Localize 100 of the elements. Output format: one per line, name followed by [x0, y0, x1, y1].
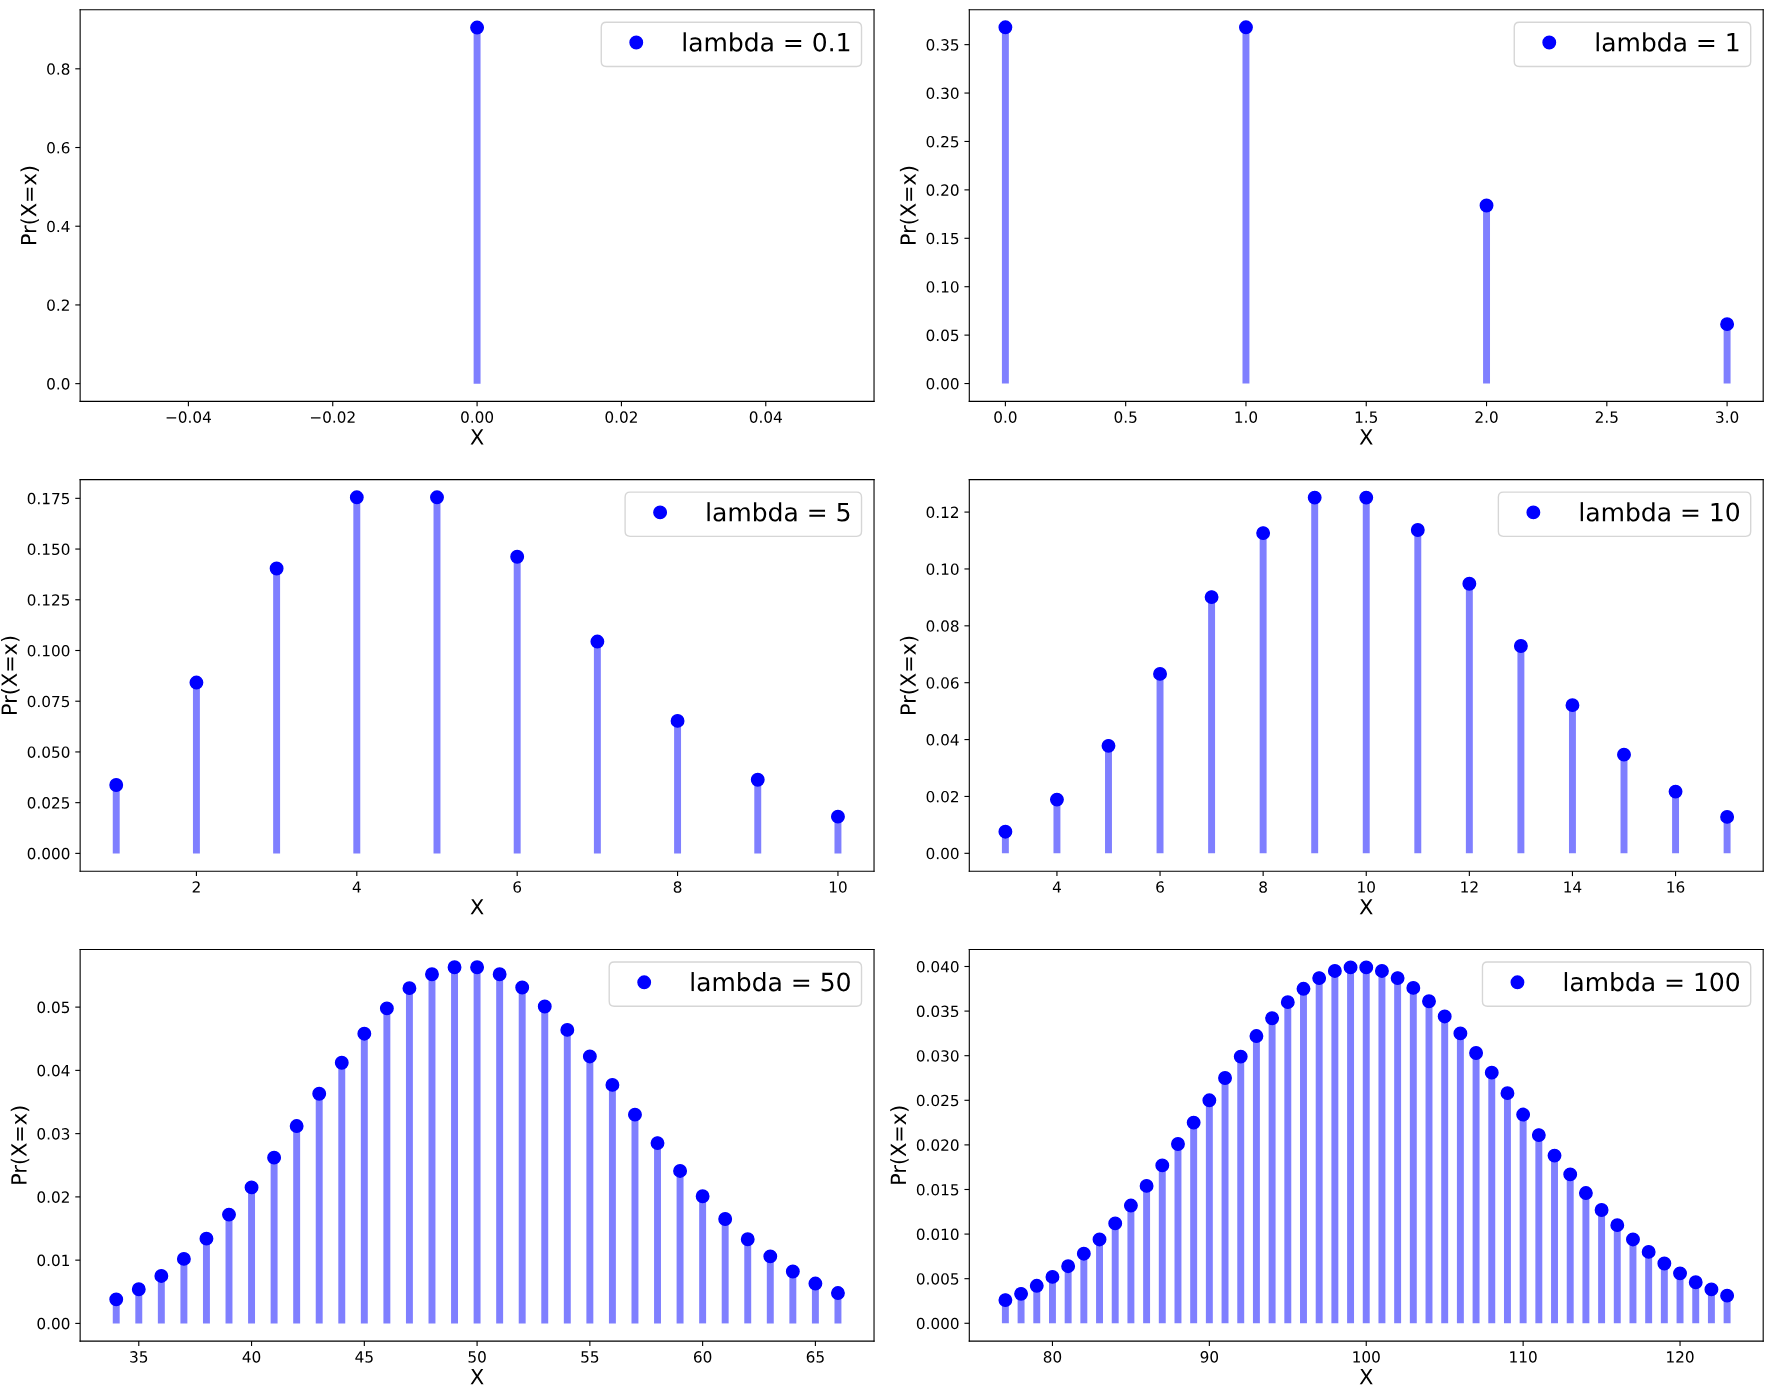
- point: [492, 967, 507, 982]
- point: [1406, 980, 1421, 995]
- y-tick-label: 0.6: [47, 141, 70, 154]
- point: [334, 1055, 349, 1070]
- y-tick-label: 0.040: [916, 960, 959, 973]
- legend-label: lambda = 10: [1580, 502, 1740, 522]
- point: [1657, 1256, 1672, 1271]
- point: [785, 1264, 800, 1279]
- x-tick-label: 80: [1043, 1351, 1062, 1363]
- y-tick-label: 0.05: [37, 1001, 70, 1014]
- x-axis-title: X: [1359, 1369, 1373, 1385]
- point: [1641, 1244, 1656, 1259]
- y-axis-title: Pr(X=x): [20, 166, 39, 245]
- point: [763, 1249, 778, 1264]
- y-tick-label: 0.25: [926, 135, 959, 148]
- y-tick-label: 0.03: [37, 1128, 70, 1140]
- x-tick-label: 10: [829, 881, 847, 893]
- x-tick-label: 40: [242, 1351, 261, 1363]
- y-tick-label: 0.035: [916, 1005, 959, 1018]
- point: [560, 1022, 575, 1037]
- y-tick-label: 0.125: [27, 594, 70, 606]
- y-tick-label: 0.05: [926, 329, 959, 342]
- point: [998, 1293, 1013, 1308]
- point: [470, 960, 485, 975]
- y-tick-label: 0.01: [37, 1254, 70, 1267]
- legend-label: lambda = 50: [691, 972, 850, 992]
- y-tick-label: 0.00: [926, 847, 959, 860]
- point: [605, 1077, 620, 1092]
- point: [1462, 576, 1477, 591]
- legend-label: lambda = 0.1: [683, 32, 850, 52]
- x-tick-label: 120: [1667, 1351, 1694, 1363]
- x-tick-label: 60: [693, 1351, 712, 1363]
- point: [1500, 1086, 1515, 1101]
- x-tick-label: 0.04: [749, 411, 782, 423]
- point: [1239, 20, 1253, 35]
- x-tick-label: 3.0: [1716, 411, 1739, 423]
- x-tick-label: 0.00: [461, 411, 494, 423]
- point: [1547, 1148, 1562, 1163]
- point: [673, 1164, 688, 1178]
- y-tick-label: 0.050: [27, 746, 70, 758]
- point: [1563, 1167, 1578, 1182]
- point: [1626, 1232, 1640, 1247]
- x-tick-label: 0.02: [605, 411, 637, 423]
- point: [430, 490, 444, 505]
- y-tick-label: 0.10: [926, 563, 959, 575]
- legend-label: lambda = 100: [1564, 972, 1740, 992]
- point: [1092, 1232, 1107, 1247]
- point: [402, 981, 417, 996]
- point: [537, 999, 552, 1014]
- point: [590, 634, 605, 649]
- point: [1453, 1026, 1468, 1041]
- legend-label: lambda = 1: [1596, 32, 1739, 52]
- y-tick-label: 0.00: [926, 378, 959, 390]
- point: [670, 713, 685, 728]
- point: [1469, 1046, 1484, 1060]
- point: [1720, 317, 1735, 332]
- y-tick-label: 0.04: [926, 734, 959, 746]
- point: [1484, 1065, 1499, 1080]
- point: [1617, 747, 1631, 762]
- point: [1359, 960, 1374, 975]
- x-tick-label: 6: [1156, 881, 1164, 893]
- point: [1233, 1049, 1248, 1064]
- y-tick-label: 0.00: [37, 1317, 70, 1330]
- point: [1045, 1269, 1060, 1284]
- x-axis-title: X: [470, 1369, 484, 1385]
- y-axis-title: Pr(X=x): [899, 636, 919, 714]
- point: [1204, 590, 1219, 605]
- y-tick-label: 0.10: [926, 281, 959, 293]
- point: [222, 1207, 236, 1222]
- x-tick-label: 6: [513, 881, 522, 893]
- point: [1171, 1137, 1185, 1151]
- x-tick-label: 2.5: [1595, 411, 1618, 423]
- point: [998, 20, 1013, 35]
- x-tick-label: 10: [1358, 881, 1375, 893]
- y-axis-title: Pr(X=x): [0, 636, 20, 714]
- y-tick-label: 0.02: [926, 790, 959, 803]
- y-tick-label: 0.2: [47, 299, 69, 311]
- point: [1280, 995, 1295, 1010]
- point: [1359, 490, 1374, 505]
- point: [515, 980, 530, 995]
- point: [269, 561, 284, 576]
- point: [1343, 960, 1358, 975]
- x-tick-label: 2: [192, 881, 200, 893]
- x-tick-label: 110: [1510, 1351, 1537, 1363]
- point: [357, 1026, 372, 1041]
- point: [1139, 1178, 1154, 1193]
- point: [1327, 964, 1342, 978]
- y-tick-label: 0.12: [926, 506, 959, 519]
- point: [510, 549, 525, 564]
- point: [650, 1136, 665, 1151]
- point: [176, 1251, 191, 1266]
- y-tick-label: 0.015: [916, 1183, 959, 1196]
- y-tick-label: 0.4: [47, 220, 70, 233]
- point: [1390, 971, 1405, 986]
- y-tick-label: 0.15: [926, 232, 959, 245]
- y-tick-label: 0.150: [27, 543, 70, 556]
- y-tick-label: 0.04: [37, 1064, 70, 1077]
- point: [1720, 1288, 1735, 1303]
- point: [109, 778, 124, 792]
- y-tick-label: 0.06: [926, 677, 959, 689]
